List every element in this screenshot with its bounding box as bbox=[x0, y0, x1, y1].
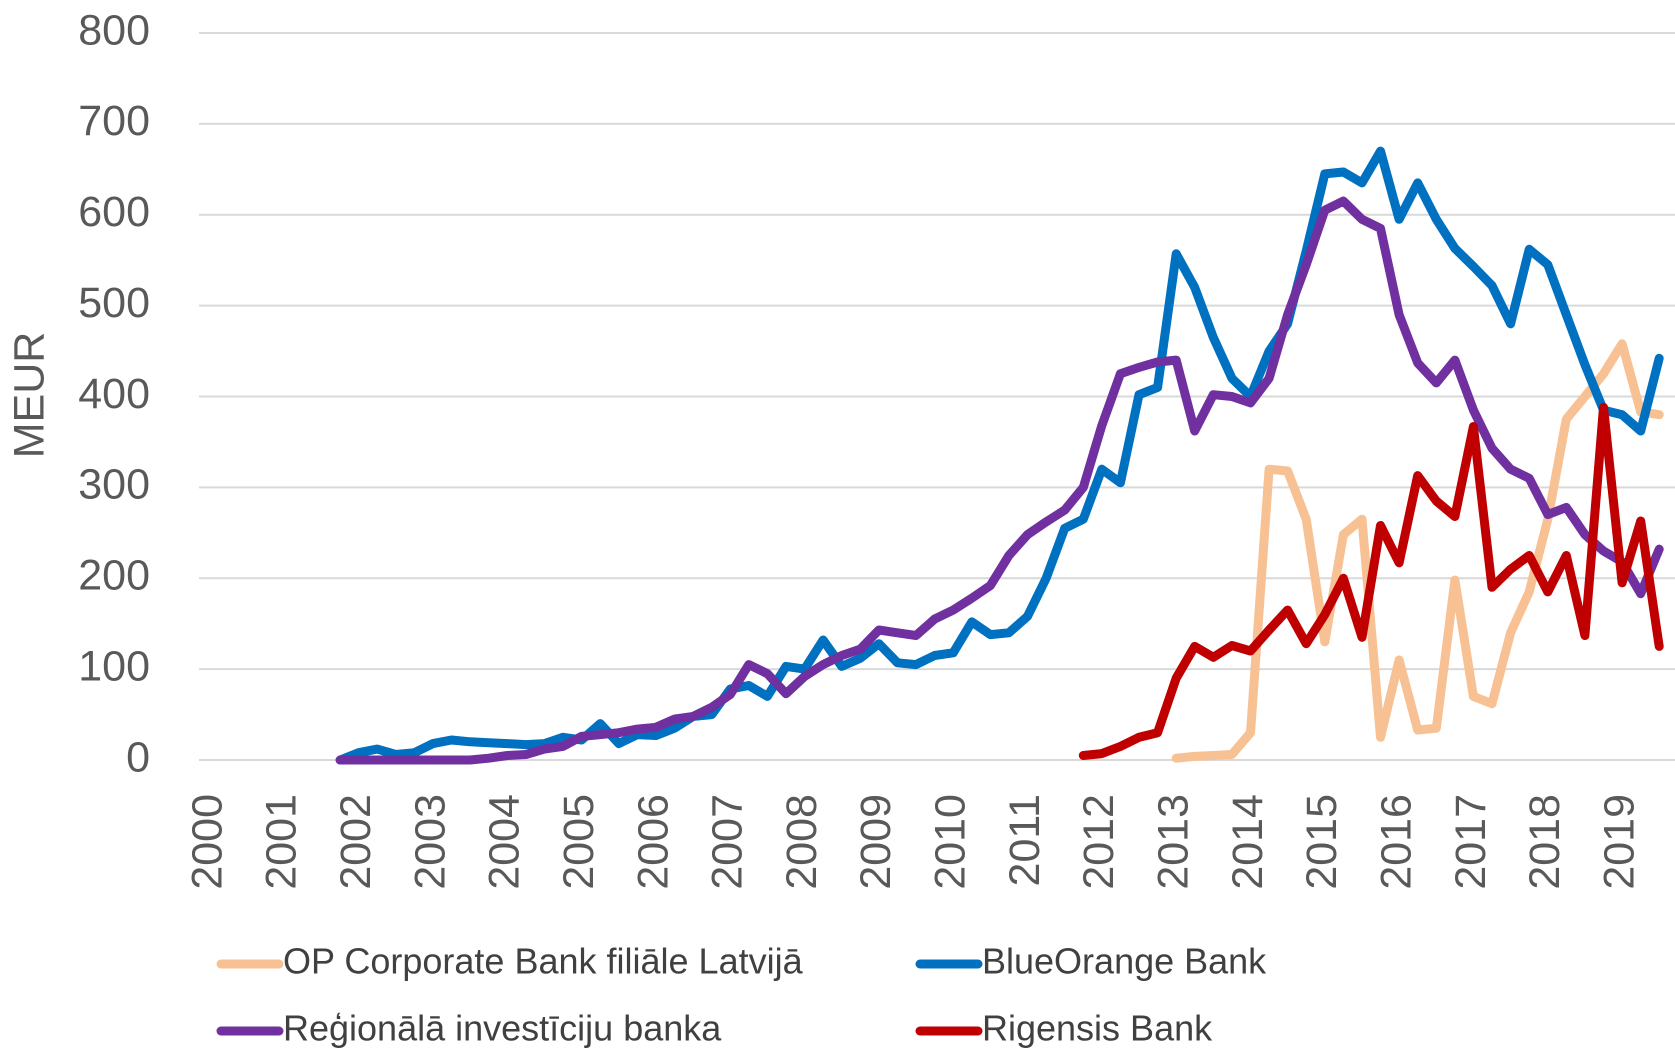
x-tick-label: 2006 bbox=[629, 794, 677, 890]
y-tick-label: 400 bbox=[78, 370, 150, 418]
y-tick-label: 200 bbox=[78, 552, 150, 600]
y-tick-label: 300 bbox=[78, 461, 150, 509]
x-tick-label: 2014 bbox=[1224, 794, 1272, 890]
x-tick-label: 2007 bbox=[704, 794, 752, 890]
x-tick-label: 2012 bbox=[1075, 794, 1123, 890]
x-tick-label: 2002 bbox=[332, 794, 380, 890]
y-tick-label: 0 bbox=[126, 733, 150, 781]
series-line bbox=[1078, 402, 1664, 760]
legend-label: Reģionālā investīciju banka bbox=[283, 1008, 722, 1049]
y-tick-label: 500 bbox=[78, 279, 150, 327]
x-tick-label: 2005 bbox=[555, 794, 603, 890]
y-tick-label: 700 bbox=[78, 97, 150, 145]
x-tick-label: 2011 bbox=[1001, 794, 1049, 886]
x-tick-label: 2000 bbox=[183, 794, 231, 890]
x-tick-label: 2008 bbox=[778, 794, 826, 890]
y-tick-label: 600 bbox=[78, 188, 150, 236]
x-tick-label: 2019 bbox=[1595, 794, 1643, 890]
legend-label: BlueOrange Bank bbox=[982, 941, 1267, 982]
x-tick-label: 2016 bbox=[1372, 794, 1420, 890]
x-tick-label: 2015 bbox=[1298, 794, 1346, 890]
y-axis-label: MEUR bbox=[5, 332, 53, 459]
x-tick-label: 2013 bbox=[1150, 794, 1198, 890]
x-tick-label: 2009 bbox=[852, 794, 900, 890]
legend-label: OP Corporate Bank filiāle Latvijā bbox=[283, 941, 804, 982]
x-tick-label: 2010 bbox=[927, 794, 975, 890]
y-tick-label: 100 bbox=[78, 642, 150, 690]
y-tick-label: 800 bbox=[78, 6, 150, 54]
x-tick-label: 2004 bbox=[481, 794, 529, 890]
legend-label: Rigensis Bank bbox=[982, 1008, 1213, 1049]
x-tick-label: 2018 bbox=[1521, 794, 1569, 890]
x-tick-label: 2017 bbox=[1447, 794, 1495, 890]
series-line bbox=[335, 146, 1664, 765]
x-tick-label: 2001 bbox=[258, 794, 306, 890]
series-line bbox=[335, 196, 1664, 765]
x-tick-label: 2003 bbox=[406, 794, 454, 890]
